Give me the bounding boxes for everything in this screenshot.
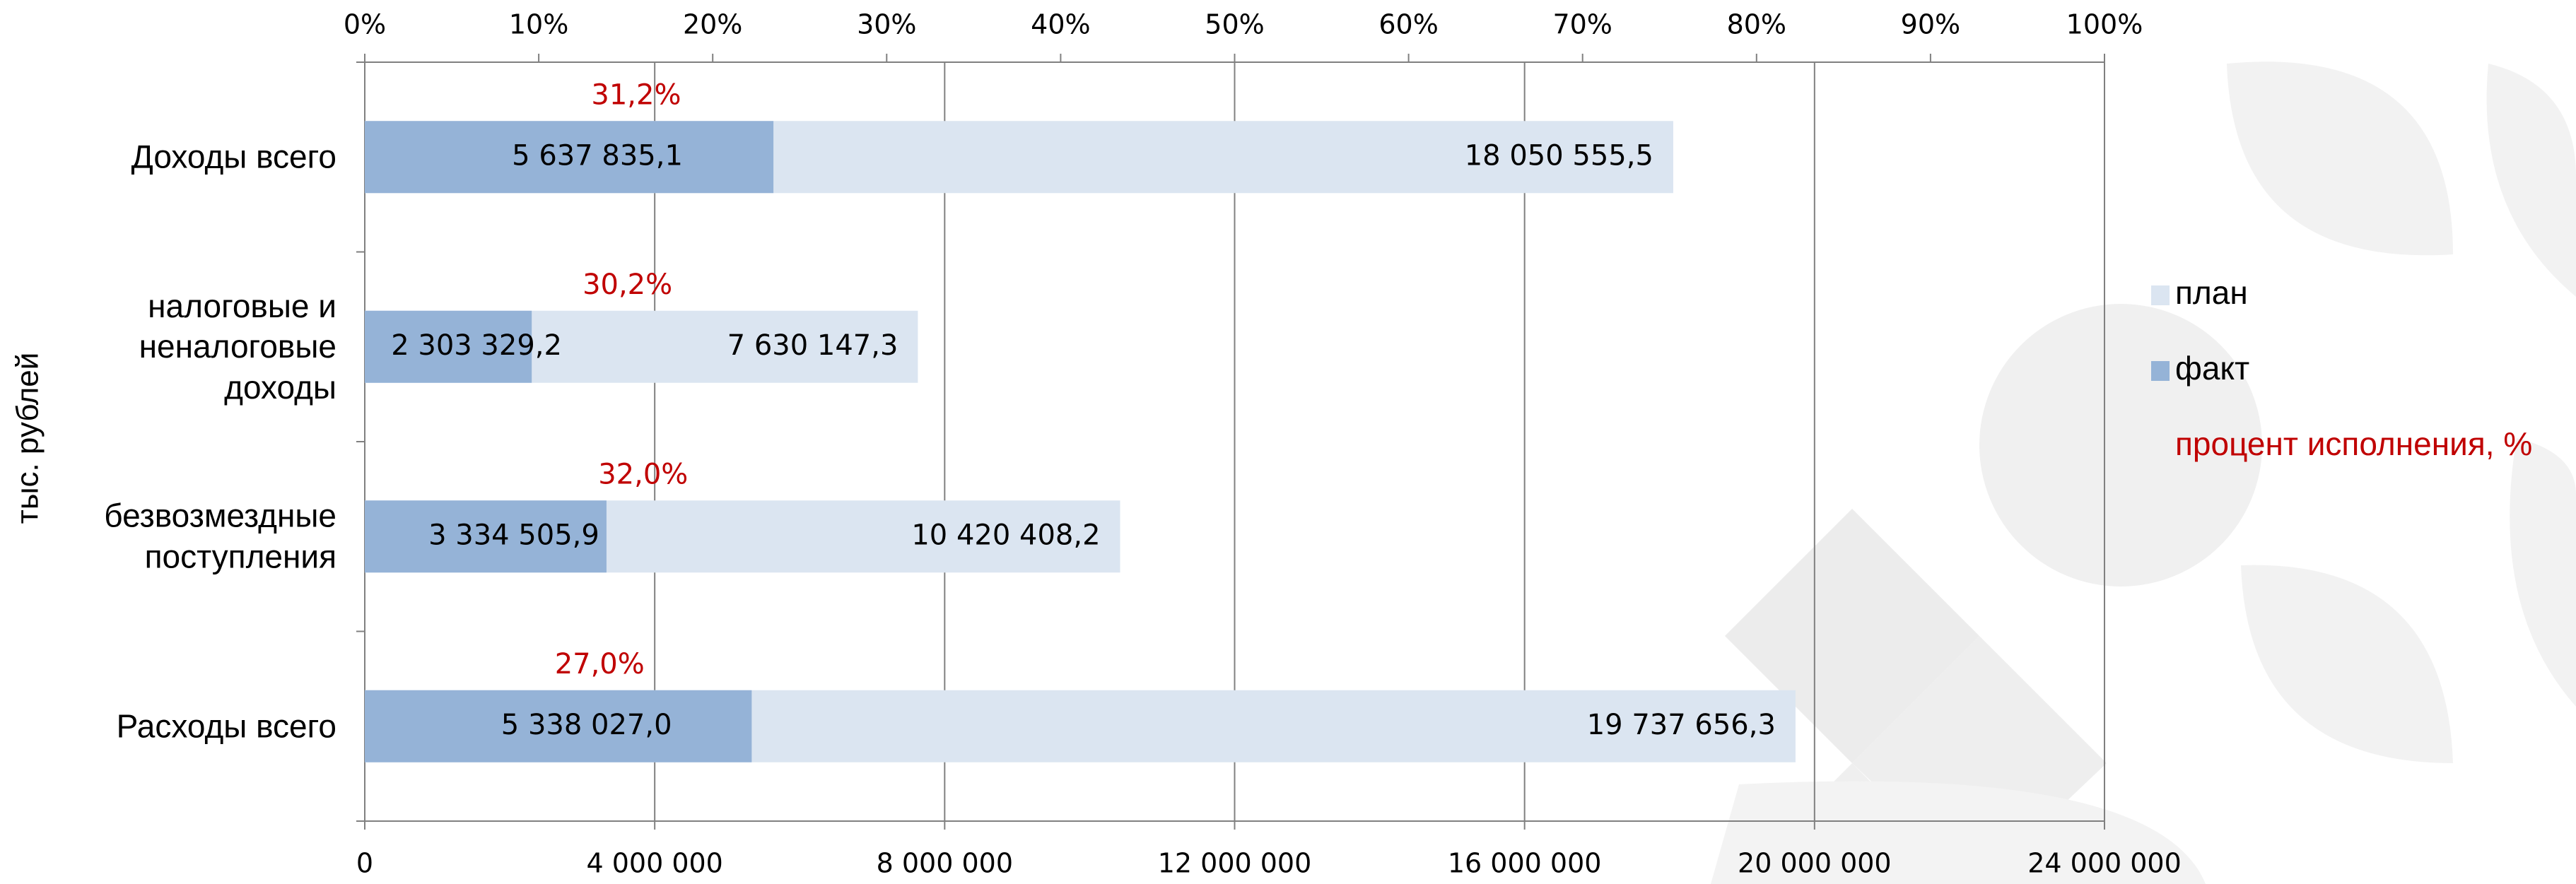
x-tick-label: 8 000 000 [877,848,1013,879]
value-label: 19 737 656,3 [1587,709,1776,741]
x2-tick-label: 60% [1378,9,1438,40]
category-label: налоговые и неналоговые доходы [139,287,336,406]
x2-tick-label: 70% [1552,9,1612,40]
percent-bar [365,423,922,425]
value-label: 18 050 555,5 [1465,139,1653,172]
y-axis-title: тыс. рублей [11,353,45,524]
x-tick-label: 20 000 000 [1738,848,1892,879]
legend-swatch [2151,285,2170,305]
percent-bar [365,233,890,236]
percent-label: 31,2% [591,78,681,111]
percent-label: 30,2% [582,269,672,301]
value-label: 5 338 027,0 [501,709,672,741]
bar [365,500,607,573]
category-label: Доходы всего [131,138,336,175]
bar [365,690,752,762]
x2-tick-label: 100% [2066,9,2143,40]
value-label: 10 420 408,2 [911,519,1100,551]
x2-tick-label: 80% [1727,9,1786,40]
x2-tick-label: 90% [1901,9,1960,40]
legend-label: план [2175,274,2248,311]
percent-bar [365,613,834,615]
percent-label: 27,0% [555,648,645,680]
x-tick-label: 16 000 000 [1448,848,1602,879]
x2-tick-label: 50% [1205,9,1264,40]
legend-label: факт [2175,350,2249,387]
percent-label: 32,0% [598,458,688,490]
value-label: 3 334 505,9 [428,519,599,551]
percent-bar [365,43,908,46]
x2-tick-label: 30% [857,9,916,40]
value-label: 5 637 835,1 [512,139,683,172]
category-label: Расходы всего [116,707,336,744]
x-tick-label: 24 000 000 [2027,848,2182,879]
category-label: безвозмездные поступления [104,497,336,575]
bar [365,310,532,383]
legend-swatch [2151,361,2170,381]
x-tick-label: 12 000 000 [1158,848,1312,879]
x2-tick-label: 20% [683,9,742,40]
x2-tick-label: 40% [1031,9,1090,40]
x2-tick-label: 0% [344,9,386,40]
value-label: 2 303 329,2 [391,329,562,362]
x2-tick-label: 10% [509,9,568,40]
x-tick-label: 4 000 000 [586,848,722,879]
value-label: 7 630 147,3 [727,329,898,362]
bar [365,121,774,194]
x-tick-label: 0 [356,848,373,879]
background-decor [1711,61,2576,884]
legend-label: процент исполнения, % [2175,425,2532,462]
